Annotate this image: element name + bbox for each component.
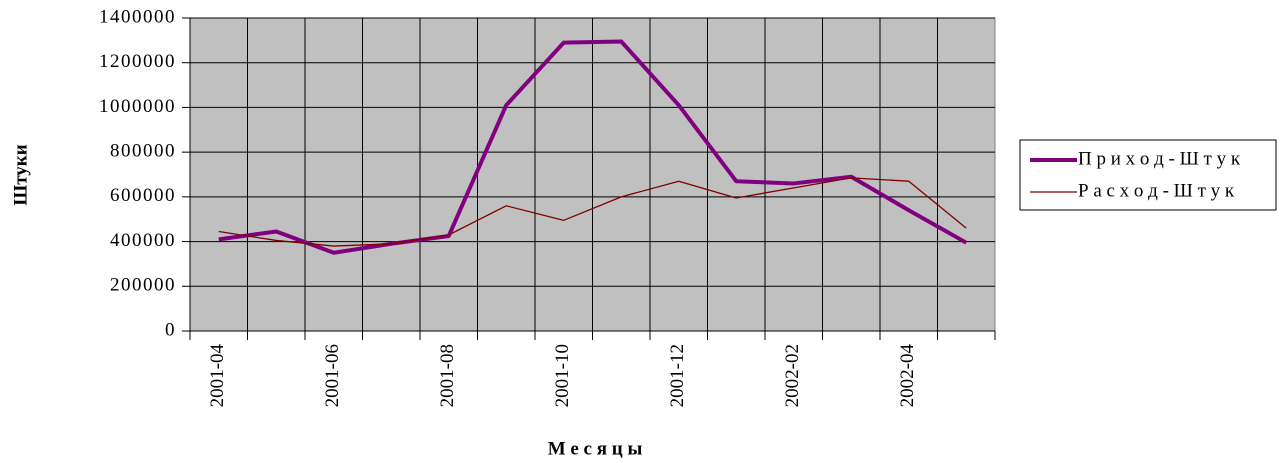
legend	[1019, 139, 1277, 211]
y-tick-label: 1400000	[99, 6, 176, 27]
y-axis-title: Штуки	[10, 144, 31, 205]
legend-label: П р и х о д - Ш т у к	[1078, 148, 1241, 169]
x-tick-label: 2002-04	[897, 344, 918, 408]
y-tick-label: 800000	[110, 141, 176, 162]
x-axis-title: М е с я ц ы	[548, 438, 643, 459]
x-tick-label: 2001-12	[667, 344, 688, 407]
y-tick-label: 1200000	[99, 51, 176, 72]
y-tick-label: 400000	[110, 230, 176, 251]
y-tick-label: 0	[165, 319, 176, 340]
y-tick-label: 1000000	[99, 96, 176, 117]
series-line	[218, 177, 967, 247]
x-tick-label: 2001-08	[437, 344, 458, 407]
x-tick-label: 2001-10	[552, 344, 573, 407]
x-tick-label: 2002-02	[782, 344, 803, 407]
y-tick-label: 600000	[110, 185, 176, 206]
series-line	[218, 39, 968, 255]
x-tick-label: 2001-06	[322, 344, 343, 407]
y-tick-label: 200000	[110, 275, 176, 296]
legend-label: Р а с х о д - Ш т у к	[1078, 180, 1235, 201]
x-tick-label: 2001-04	[207, 344, 228, 408]
